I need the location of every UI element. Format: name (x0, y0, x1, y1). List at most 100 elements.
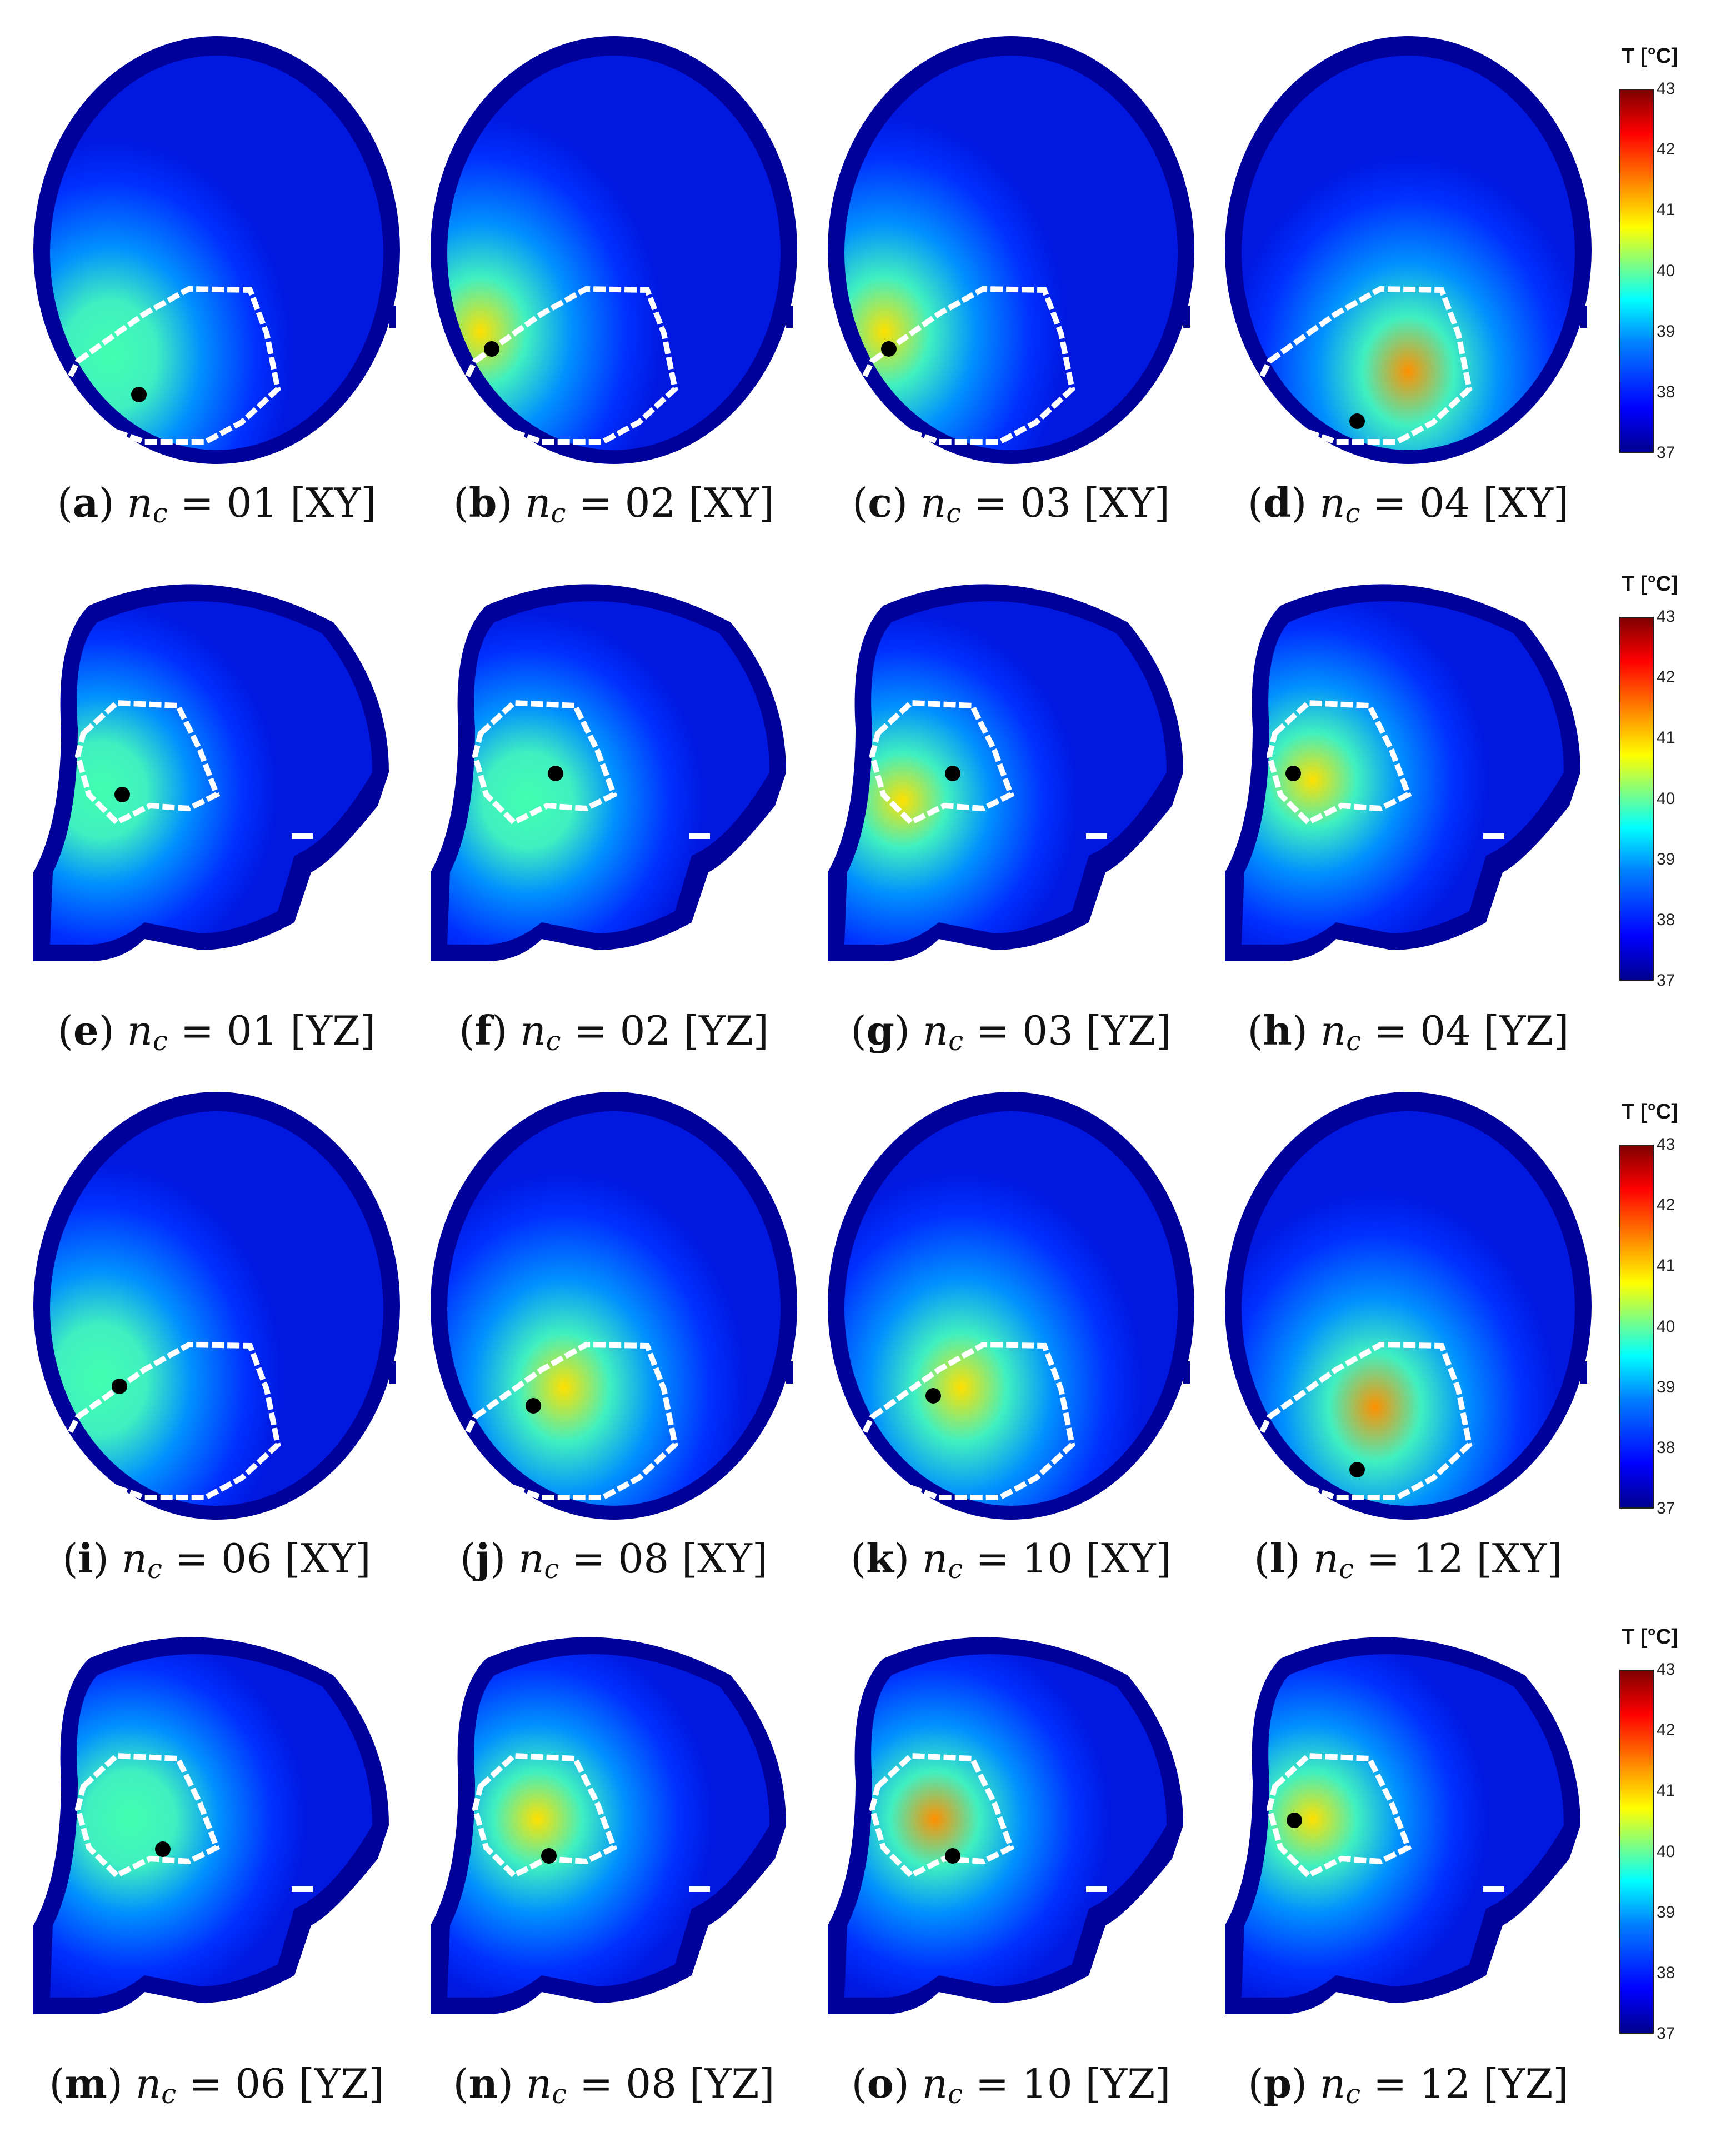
colorbar-gradient (1619, 89, 1654, 453)
colorbar-title: T [°C] (1622, 44, 1678, 68)
temperature-map-e (33, 584, 389, 961)
temperature-map-g (828, 584, 1183, 961)
temperature-map-j (431, 1092, 797, 1520)
temperature-map-f (431, 584, 786, 961)
tumor-outline (1266, 1752, 1412, 1879)
colorbar-tick: 42 (1657, 140, 1675, 159)
tumor-outline (858, 286, 1075, 445)
panel-caption: (e) nc = 01 [YZ] (57, 1007, 376, 1057)
colorbar-tick: 39 (1657, 322, 1675, 341)
temperature-map-p (1225, 1637, 1580, 2014)
panel-f: (f) nc = 02 [YZ] (419, 561, 808, 1058)
probe-marker (131, 387, 147, 402)
colorbar-title: T [°C] (1622, 1625, 1678, 1649)
colorbar-tick: 38 (1657, 382, 1675, 401)
tumor-outline (74, 1752, 221, 1879)
tumor-outline (63, 1341, 281, 1500)
panel-caption: (p) nc = 12 [YZ] (1248, 2060, 1569, 2110)
tumor-outline (63, 286, 281, 445)
panel-h: (h) nc = 04 [YZ] (1214, 561, 1603, 1058)
colorbar-tick: 43 (1657, 607, 1675, 626)
panel-caption: (m) nc = 06 [YZ] (49, 2060, 384, 2110)
tissue-interior (50, 56, 383, 450)
colorbar-tick: 41 (1657, 201, 1675, 219)
panel-caption: (a) nc = 01 [XY] (57, 479, 377, 529)
panel-a: (a) nc = 01 [XY] (22, 33, 411, 531)
tissue-interior (844, 1111, 1178, 1506)
tumor-outline (472, 700, 618, 826)
tissue-interior (1242, 56, 1575, 450)
colorbar-tick: 39 (1657, 1377, 1675, 1396)
temperature-map-c (828, 36, 1194, 464)
temperature-map-i (33, 1092, 400, 1520)
probe-marker (925, 1388, 941, 1404)
probe-marker (114, 787, 130, 802)
tumor-outline (869, 700, 1015, 826)
colorbar-tick: 42 (1657, 668, 1675, 687)
colorbar-tick: 37 (1657, 971, 1675, 990)
panel-caption: (n) nc = 08 [YZ] (453, 2060, 775, 2110)
colorbar-tick: 42 (1657, 1196, 1675, 1215)
tissue-interior (844, 56, 1178, 450)
colorbar-tick: 40 (1657, 1842, 1675, 1861)
panel-d: (d) nc = 04 [XY] (1214, 33, 1603, 531)
colorbar-gradient (1619, 617, 1654, 981)
tumor-outline (1266, 700, 1412, 826)
tumor-outline (858, 1341, 1075, 1500)
tumor-outline (472, 1752, 618, 1879)
panel-j: (j) nc = 08 [XY] (419, 1089, 808, 1586)
tissue-interior (1242, 1111, 1575, 1506)
colorbar-4: T [°C] 43 42 41 40 39 38 37 (1611, 1625, 1700, 2048)
panel-c: (c) nc = 03 [XY] (817, 33, 1205, 531)
colorbar-gradient (1619, 1145, 1654, 1509)
tumor-outline (461, 286, 678, 445)
temperature-map-d (1225, 36, 1592, 464)
colorbar-tick: 40 (1657, 261, 1675, 280)
temperature-map-n (431, 1637, 786, 2014)
colorbar-tick: 38 (1657, 910, 1675, 929)
colorbar-1: T [°C] 43 42 41 40 39 38 37 (1611, 44, 1700, 467)
probe-marker (484, 341, 499, 357)
probe-marker (155, 1841, 171, 1857)
panel-caption: (g) nc = 03 [YZ] (851, 1007, 1172, 1057)
panel-e: (e) nc = 01 [YZ] (22, 561, 411, 1058)
temperature-map-b (431, 36, 797, 464)
panel-caption: (o) nc = 10 [YZ] (851, 2060, 1171, 2110)
probe-marker (112, 1379, 127, 1394)
colorbar-tick: 37 (1657, 443, 1675, 462)
temperature-map-k (828, 1092, 1194, 1520)
panel-caption: (i) nc = 06 [XY] (62, 1535, 371, 1585)
colorbar-tick: 37 (1657, 1499, 1675, 1517)
probe-marker (1349, 413, 1365, 429)
tumor-outline (1255, 286, 1473, 445)
probe-marker (548, 766, 563, 781)
panel-caption: (k) nc = 10 [XY] (851, 1535, 1172, 1585)
tissue-interior (447, 56, 781, 450)
panel-l: (l) nc = 12 [XY] (1214, 1089, 1603, 1586)
tumor-outline (461, 1341, 678, 1500)
panel-g: (g) nc = 03 [YZ] (817, 561, 1205, 1058)
tumor-outline (869, 1752, 1015, 1879)
colorbar-tick: 40 (1657, 1317, 1675, 1336)
colorbar-tick: 43 (1657, 79, 1675, 98)
colorbar-gradient (1619, 1670, 1654, 2034)
colorbar-tick: 43 (1657, 1660, 1675, 1679)
probe-marker (1349, 1462, 1365, 1477)
colorbar-tick: 40 (1657, 789, 1675, 808)
colorbar-tick: 41 (1657, 728, 1675, 747)
tumor-outline (74, 700, 221, 826)
probe-marker (1287, 1813, 1302, 1828)
temperature-map-l (1225, 1092, 1592, 1520)
colorbar-tick: 43 (1657, 1135, 1675, 1154)
colorbar-tick: 41 (1657, 1781, 1675, 1800)
colorbar-tick: 37 (1657, 2024, 1675, 2043)
colorbar-tick: 38 (1657, 1438, 1675, 1457)
colorbar-tick: 38 (1657, 1963, 1675, 1982)
panel-caption: (h) nc = 04 [YZ] (1247, 1007, 1569, 1057)
panel-k: (k) nc = 10 [XY] (817, 1089, 1205, 1586)
colorbar-2: T [°C] 43 42 41 40 39 38 37 (1611, 572, 1700, 995)
probe-marker (881, 341, 897, 357)
tissue-interior (447, 1111, 781, 1506)
temperature-map-o (828, 1637, 1183, 2014)
panel-caption: (d) nc = 04 [XY] (1247, 479, 1569, 529)
